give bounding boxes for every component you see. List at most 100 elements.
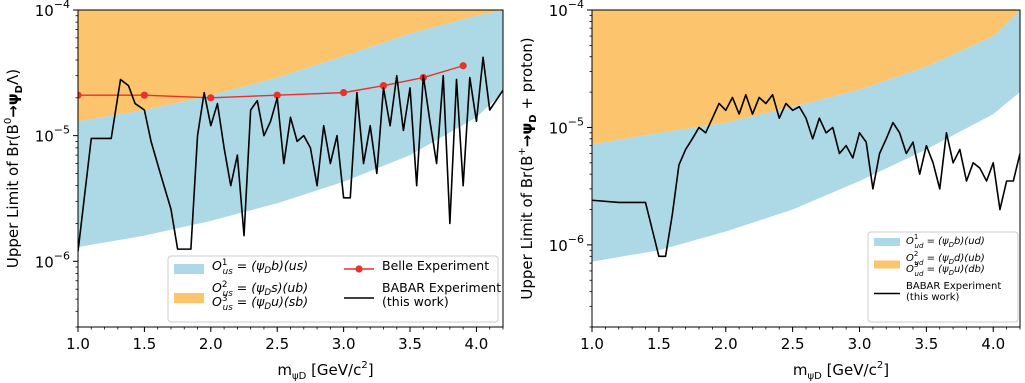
y-tick-base: 10 — [549, 237, 568, 255]
y-label-arrow: →ψ — [518, 123, 536, 147]
legend-swatch — [174, 264, 204, 274]
legend-rest: b)(ud) — [954, 236, 985, 247]
legend-box — [867, 231, 1019, 323]
legend-rest: s)(ub) — [271, 280, 308, 295]
legend-marker — [355, 265, 363, 273]
y-label-sub: D — [528, 114, 539, 122]
legend-eq: = (ψ — [923, 264, 949, 275]
x-tick-label: 1.5 — [647, 335, 671, 353]
legend-sub: us — [223, 267, 234, 277]
legend-label: O1 ud = (ψDb)(ud) — [906, 233, 985, 250]
x-label-unit: [GeV/c — [306, 361, 361, 379]
y-label-arrow: →ψ — [4, 93, 22, 117]
y-label-post: + proton) — [518, 37, 536, 114]
y-tick-base: 10 — [35, 253, 54, 271]
legend-eq: = (ψ — [233, 294, 265, 309]
legend-sub: us — [223, 289, 234, 299]
legend-text: BABAR Experiment — [382, 280, 501, 295]
y-axis-label: Upper Limit of Br(B+→ψD + proton) — [517, 37, 539, 299]
legend-sub2: D — [949, 258, 955, 266]
y-tick-exponent: −5 — [54, 124, 70, 137]
y-tick-label: 10−4 — [35, 0, 70, 20]
legend-text: Belle Experiment — [382, 258, 489, 273]
y-tick-exponent: −4 — [54, 0, 70, 11]
x-tick-label: 2.5 — [781, 335, 805, 353]
x-axis-label: mψD [GeV/c2] — [277, 360, 373, 382]
x-label-sub: ψD — [292, 371, 307, 382]
legend-rest: d)(ub) — [954, 253, 985, 264]
y-tick-exponent: −4 — [568, 0, 584, 11]
y-label-sup: + — [517, 147, 528, 155]
legend-label: (this work) — [906, 292, 960, 303]
plot-area — [592, 10, 1020, 262]
legend-op: O — [906, 236, 914, 247]
y-tick-label: 10−6 — [35, 249, 70, 271]
legend-sup: 3 — [914, 261, 918, 269]
y-tick-label: 10−6 — [549, 233, 584, 255]
x-tick-label: 3.5 — [914, 335, 938, 353]
legend: O1 us = (ψDb)(us)O2 us = (ψDs)(ub)O3 us = (… — [167, 255, 501, 323]
legend-sup: 2 — [914, 250, 918, 258]
legend-label: BABAR Experiment — [906, 281, 1001, 292]
legend-eq: = (ψ — [923, 253, 949, 264]
legend-rest: b)(us) — [271, 258, 308, 273]
legend-box — [167, 255, 499, 323]
x-label-sub: ψD — [808, 371, 823, 382]
legend-sub: us — [223, 303, 234, 313]
y-label-pre: Upper Limit of Br(B — [518, 156, 536, 300]
legend-sub2: D — [264, 266, 271, 276]
legend-label: Belle Experiment — [382, 258, 489, 273]
legend-label: BABAR Experiment — [382, 280, 501, 295]
legend-sub2: D — [949, 269, 955, 277]
legend-sup: 3 — [222, 294, 228, 304]
y-tick-exponent: −5 — [568, 115, 584, 128]
legend-sub2: D — [264, 302, 271, 312]
x-label-m: m — [793, 361, 808, 379]
legend-text: (this work) — [906, 292, 960, 303]
x-tick-label: 3.5 — [398, 335, 422, 353]
x-tick-label: 4.0 — [981, 335, 1005, 353]
x-tick-label: 2.5 — [265, 335, 289, 353]
legend-text: BABAR Experiment — [906, 281, 1001, 292]
belle-line — [78, 65, 464, 99]
x-tick-label: 2.0 — [714, 335, 738, 353]
legend-sub2: D — [949, 241, 955, 249]
legend-label: O1 us = (ψDb)(us) — [212, 258, 308, 277]
y-label-sup: 0 — [3, 118, 14, 124]
x-axis-label: mψD [GeV/c2] — [793, 360, 889, 382]
legend-rest: u)(sb) — [271, 294, 308, 309]
legend-label: O2 us = (ψDs)(ub) — [212, 280, 308, 299]
legend-op: O — [906, 264, 914, 275]
band-2 — [78, 10, 503, 122]
y-tick-label: 10−5 — [549, 115, 584, 137]
legend-eq: = (ψ — [233, 280, 265, 295]
x-tick-label: 2.0 — [199, 335, 223, 353]
legend-sub: ud — [915, 259, 924, 267]
x-label-unit: [GeV/c — [822, 361, 877, 379]
x-tick-label: 1.0 — [580, 335, 604, 353]
belle-point — [273, 91, 281, 99]
legend-sub: ud — [915, 270, 924, 278]
y-tick-base: 10 — [35, 2, 54, 20]
legend-label: (this work) — [382, 294, 449, 309]
x-tick-label: 3.0 — [332, 335, 356, 353]
legend-label: O3 ud = (ψDu)(db) — [906, 261, 985, 278]
legend-sup: 1 — [222, 258, 228, 268]
y-label-pre: Upper Limit of Br(B — [4, 124, 22, 268]
legend-swatch — [174, 293, 204, 303]
belle-point — [207, 94, 215, 102]
y-tick-label: 10−4 — [549, 0, 584, 20]
y-tick-base: 10 — [549, 119, 568, 137]
legend-label: O2 ud = (ψDd)(ub) — [906, 250, 985, 267]
x-label-m: m — [277, 361, 292, 379]
legend-op: O — [212, 258, 222, 273]
y-tick-base: 10 — [549, 2, 568, 20]
legend: O1 ud = (ψDb)(ud)O2 ud = (ψDd)(ub)O3 ud = (… — [867, 231, 1019, 323]
y-tick-label: 10−5 — [35, 124, 70, 146]
band-1 — [592, 10, 1020, 262]
legend-eq: = (ψ — [233, 258, 265, 273]
legend-sup: 2 — [222, 280, 228, 290]
legend-sub2: D — [264, 288, 271, 298]
